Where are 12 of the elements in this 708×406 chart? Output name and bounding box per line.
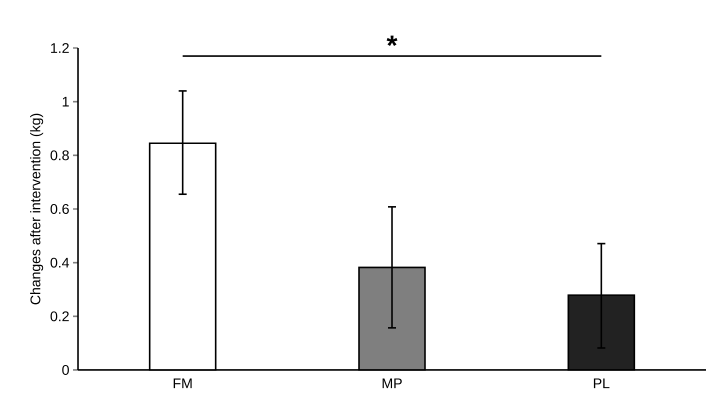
y-tick-label: 0 [62,365,69,375]
y-tick-label: 0.8 [50,150,69,160]
x-tick-label: MP [382,378,402,388]
y-tick-label: 0.2 [50,311,69,322]
y-tick-label: 0.6 [50,204,69,214]
y-tick-label: 1.2 [51,43,69,53]
y-tick-label: 1 [62,96,69,106]
y-axis-title: Changes after intervention (kg) [30,114,44,304]
x-tick-label: PL [594,378,610,388]
text: * [386,36,398,46]
x-tick-label: FM [174,378,192,388]
y-tick-label: 0.4 [50,258,70,268]
